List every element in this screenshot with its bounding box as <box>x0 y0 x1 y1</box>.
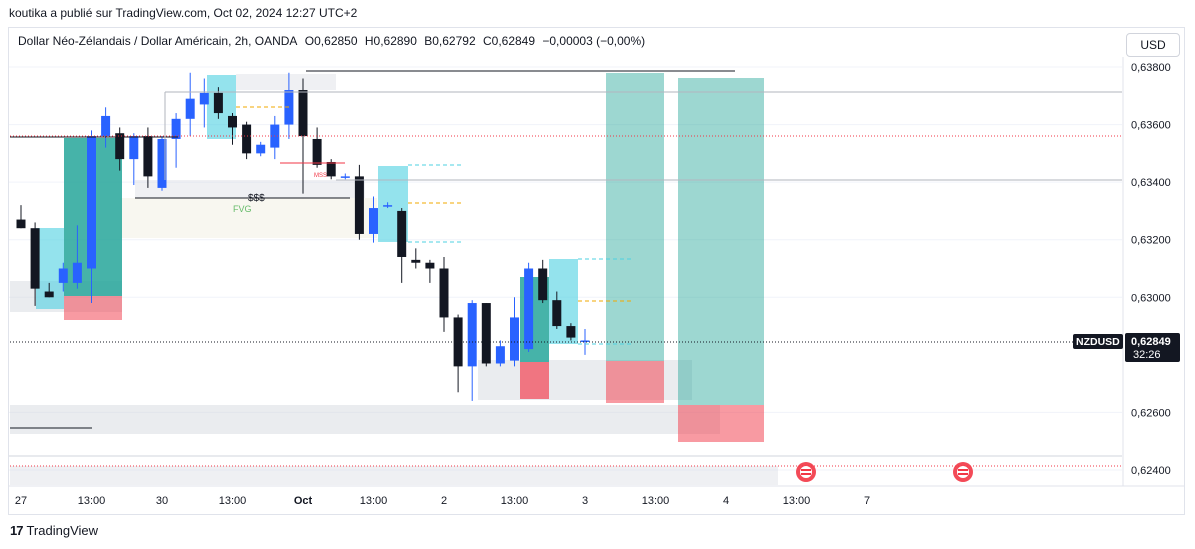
price-label: 0,62849 <box>1131 336 1171 348</box>
ohlc-low: B0,62792 <box>424 34 476 48</box>
candle-body <box>326 161 336 177</box>
candle-body <box>510 317 519 361</box>
price-label-box <box>1125 333 1180 362</box>
ticker-label: NZDUSD <box>1076 336 1120 348</box>
candle-body <box>411 259 421 263</box>
position-target-zone <box>678 78 764 405</box>
candle-body <box>228 115 237 128</box>
candle-body <box>171 118 181 139</box>
range-box <box>10 405 720 434</box>
time-tick-label: 13:00 <box>78 495 106 507</box>
time-tick-label: 4 <box>723 495 729 507</box>
liquidity-label: $$$ <box>248 193 265 204</box>
time-tick-label: 13:00 <box>501 495 529 507</box>
candle-body <box>481 303 491 364</box>
candle-body <box>538 268 548 301</box>
candle-body <box>30 228 40 289</box>
candle-body <box>101 115 111 137</box>
drawing-overlays <box>10 70 1122 467</box>
candle-body <box>58 268 68 283</box>
position-stop-zone <box>64 296 122 320</box>
candle-body <box>566 326 576 338</box>
ohlc-open: O0,62850 <box>304 34 358 48</box>
time-tick-label: 13:00 <box>783 495 811 507</box>
candle-body <box>524 268 534 350</box>
price-tick-label: 0,63800 <box>1131 62 1171 74</box>
candle-body <box>129 136 139 160</box>
candle-body <box>340 176 350 178</box>
candle-body <box>312 138 322 165</box>
candle-body <box>552 300 562 327</box>
range-box <box>10 466 778 485</box>
fvg-label: FVG <box>233 204 252 214</box>
range-box <box>135 180 365 198</box>
time-tick-label: 13:00 <box>219 495 247 507</box>
candle-body <box>87 136 96 269</box>
candle-body <box>213 92 223 114</box>
mss-label: MSS <box>314 173 327 179</box>
candle-body <box>467 303 477 367</box>
us-event-flag-icon[interactable] <box>953 462 973 482</box>
price-tick-label: 0,63000 <box>1131 292 1171 304</box>
symbol-info-bar: Dollar Néo-Zélandais / Dollar Américain,… <box>18 34 649 48</box>
tradingview-logo-icon: 17 <box>10 523 24 538</box>
time-tick-label: 3 <box>582 495 588 507</box>
candle-body <box>256 144 266 154</box>
ticker-label-box <box>1073 334 1123 349</box>
candle-body <box>439 268 449 318</box>
position-target-zone <box>606 73 664 361</box>
price-tick-label: 0,63200 <box>1131 235 1171 247</box>
candle-body <box>16 219 26 229</box>
price-tick-label: 0,62600 <box>1131 407 1171 419</box>
price-tick-label: 0,63400 <box>1131 177 1171 189</box>
price-tick-label: 0,63600 <box>1131 120 1171 132</box>
candle-body <box>495 346 505 364</box>
time-tick-label: 2 <box>441 495 447 507</box>
time-tick-label: 13:00 <box>642 495 670 507</box>
time-axis: 27 13:00 30 13:00 Oct 13:00 2 13:00 3 13:00 4 13:00… <box>15 495 870 507</box>
position-stop-zone <box>606 361 664 403</box>
candle-body <box>383 205 393 207</box>
candle-body <box>580 340 590 342</box>
ohlc-high: H0,62890 <box>364 34 417 48</box>
time-tick-label: 27 <box>15 495 27 507</box>
candle-body <box>354 176 364 234</box>
ohlc-close: C0,62849 <box>482 34 536 48</box>
footer-brand: 17 TradingView <box>10 523 98 538</box>
price-tick-label: 0,62400 <box>1131 465 1171 477</box>
time-tick-label: Oct <box>294 495 313 507</box>
chart-frame <box>8 27 1185 515</box>
candle-body <box>44 291 54 298</box>
candle-body <box>425 262 435 269</box>
us-event-flag-icon[interactable] <box>796 462 816 482</box>
candle-body <box>369 208 378 234</box>
currency-button[interactable]: USD <box>1126 33 1180 57</box>
drawing-zones <box>10 73 778 485</box>
ohlc-change: −0,00003 (−0,00%) <box>542 34 646 48</box>
time-tick-label: 7 <box>864 495 870 507</box>
candle-body <box>185 98 195 119</box>
candle-body <box>242 124 252 154</box>
time-tick-label: 13:00 <box>360 495 388 507</box>
candle-body <box>453 317 463 367</box>
candle-body <box>143 136 153 177</box>
range-box <box>236 74 336 90</box>
position-stop-zone <box>678 405 764 442</box>
fvg-box <box>120 198 377 238</box>
candle-body <box>199 92 209 105</box>
symbol-name[interactable]: Dollar Néo-Zélandais / Dollar Américain,… <box>18 34 298 48</box>
countdown-label: 32:26 <box>1133 349 1161 361</box>
candle-body <box>72 262 82 283</box>
price-axis: 0,63800 0,63600 0,63400 0,63200 0,63000 0,626… <box>1131 62 1171 477</box>
grid-lines <box>9 57 1185 487</box>
candle-body <box>157 138 167 188</box>
candle-body <box>115 133 125 160</box>
publish-header: koutika a publié sur TradingView.com, Oc… <box>9 6 358 20</box>
candle-body <box>397 210 407 257</box>
time-tick-label: 30 <box>156 495 168 507</box>
brand-name: TradingView <box>26 523 99 538</box>
position-stop-zone <box>520 362 549 399</box>
candle-body <box>298 90 308 137</box>
